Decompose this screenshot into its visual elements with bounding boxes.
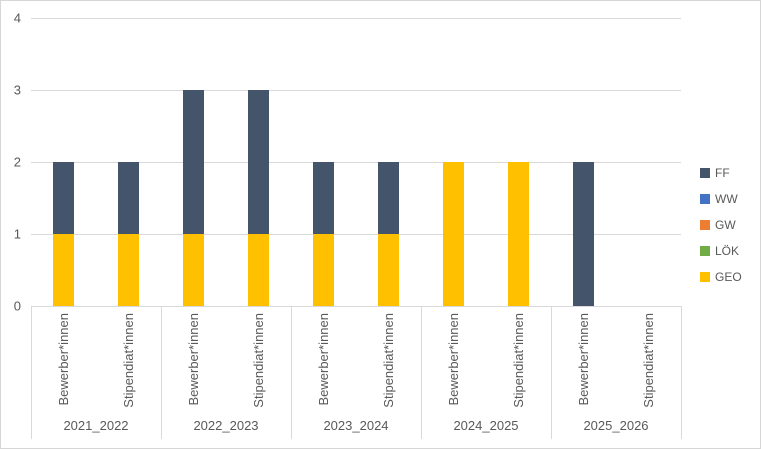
category-bar-label: Bewerber*innen — [55, 313, 71, 406]
bar-segment-GEO — [378, 234, 399, 306]
category-group-divider — [161, 306, 162, 439]
y-axis-tick-label: 4 — [13, 10, 21, 26]
legend-item-FF[interactable]: FF — [700, 160, 742, 186]
category-group-divider — [421, 306, 422, 439]
y-axis-tick-label: 0 — [13, 298, 21, 314]
category-group-label: 2023_2024 — [323, 418, 389, 433]
y-axis-tick-label: 1 — [13, 226, 21, 242]
legend-swatch-icon — [700, 272, 710, 282]
category-group-divider — [31, 306, 32, 439]
category-group-divider — [551, 306, 552, 439]
category-group-label: 2022_2023 — [193, 418, 259, 433]
legend-swatch-icon — [700, 220, 710, 230]
bar-segment-GEO — [118, 234, 139, 306]
category-bar-label: Stipendiat*innen — [250, 313, 266, 408]
category-group-label: 2025_2026 — [583, 418, 649, 433]
legend-label: FF — [715, 166, 730, 180]
bar-segment-FF — [378, 162, 399, 234]
bar-segment-GEO — [53, 234, 74, 306]
bar-segment-FF — [248, 90, 269, 234]
gridline — [31, 18, 681, 19]
legend-label: WW — [715, 192, 738, 206]
legend-item-GW[interactable]: GW — [700, 212, 742, 238]
y-axis-tick-label: 2 — [13, 154, 21, 170]
gridline — [31, 90, 681, 91]
bar-segment-FF — [313, 162, 334, 234]
legend-item-GEO[interactable]: GEO — [700, 264, 742, 290]
bar-segment-FF — [573, 162, 594, 306]
category-bar-label: Stipendiat*innen — [120, 313, 136, 408]
category-group-label: 2024_2025 — [453, 418, 519, 433]
category-group-divider — [681, 306, 682, 439]
bar-segment-FF — [183, 90, 204, 234]
bar-segment-FF — [118, 162, 139, 234]
category-bar-label: Stipendiat*innen — [380, 313, 396, 408]
category-bar-label: Bewerber*innen — [575, 313, 591, 406]
x-axis-line — [31, 306, 681, 307]
bar-segment-GEO — [313, 234, 334, 306]
category-bar-label: Bewerber*innen — [185, 313, 201, 406]
category-group-divider — [291, 306, 292, 439]
gridline — [31, 234, 681, 235]
legend-swatch-icon — [700, 168, 710, 178]
legend-swatch-icon — [700, 194, 710, 204]
gridline — [31, 162, 681, 163]
category-bar-label: Stipendiat*innen — [640, 313, 656, 408]
category-bar-label: Bewerber*innen — [445, 313, 461, 406]
legend-item-LÖK[interactable]: LÖK — [700, 238, 742, 264]
legend-swatch-icon — [700, 246, 710, 256]
category-group-label: 2021_2022 — [63, 418, 129, 433]
legend-label: LÖK — [715, 244, 740, 258]
category-bar-label: Stipendiat*innen — [510, 313, 526, 408]
legend-label: GW — [715, 218, 736, 232]
category-bar-label: Bewerber*innen — [315, 313, 331, 406]
legend: FF WW GW LÖK GEO — [700, 160, 742, 290]
legend-item-WW[interactable]: WW — [700, 186, 742, 212]
bar-segment-GEO — [508, 162, 529, 306]
bar-segment-GEO — [248, 234, 269, 306]
bar-segment-GEO — [183, 234, 204, 306]
bar-segment-GEO — [443, 162, 464, 306]
legend-label: GEO — [715, 270, 742, 284]
bar-segment-FF — [53, 162, 74, 234]
y-axis-tick-label: 3 — [13, 82, 21, 98]
